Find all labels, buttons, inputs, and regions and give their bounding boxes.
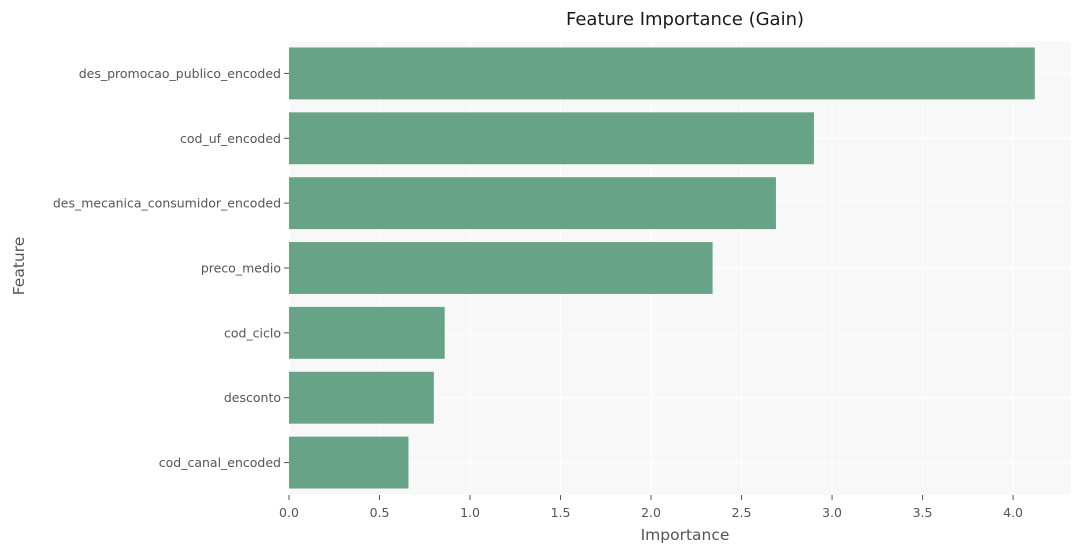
x-tick-label: 2.5 [732, 505, 752, 520]
bar [289, 242, 713, 294]
y-tick-label: cod_ciclo [224, 325, 281, 340]
bar [289, 306, 445, 359]
bar [289, 112, 814, 165]
x-tick-label: 3.5 [913, 505, 933, 520]
bar [289, 371, 434, 424]
y-tick-label: cod_uf_encoded [180, 131, 281, 146]
y-tick-label: des_mecanica_consumidor_encoded [53, 196, 281, 211]
bar [289, 47, 1035, 100]
y-tick-label: des_promocao_publico_encoded [79, 66, 281, 81]
chart-title: Feature Importance (Gain) [566, 9, 804, 30]
bar [289, 177, 776, 230]
y-tick-label: cod_canal_encoded [159, 455, 281, 470]
x-tick-label: 1.5 [551, 505, 571, 520]
y-axis-label: Feature [10, 237, 28, 296]
y-tick-label: preco_medio [201, 261, 281, 276]
bars [289, 47, 1035, 489]
x-tick-label: 0.0 [279, 505, 299, 520]
y-tick-label: desconto [224, 390, 281, 405]
x-tick-label: 3.0 [822, 505, 842, 520]
x-tick-label: 0.5 [370, 505, 390, 520]
x-tick-label: 2.0 [641, 505, 661, 520]
x-tick-label: 1.0 [460, 505, 480, 520]
y-axis-ticks: des_promocao_publico_encoded cod_uf_encod… [53, 66, 289, 470]
x-tick-label: 4.0 [1003, 505, 1023, 520]
bar [289, 436, 409, 489]
x-axis-ticks: 0.0 0.5 1.0 1.5 2.0 2.5 3.0 3.5 4.0 [279, 495, 1023, 520]
x-axis-label: Importance [641, 526, 730, 544]
